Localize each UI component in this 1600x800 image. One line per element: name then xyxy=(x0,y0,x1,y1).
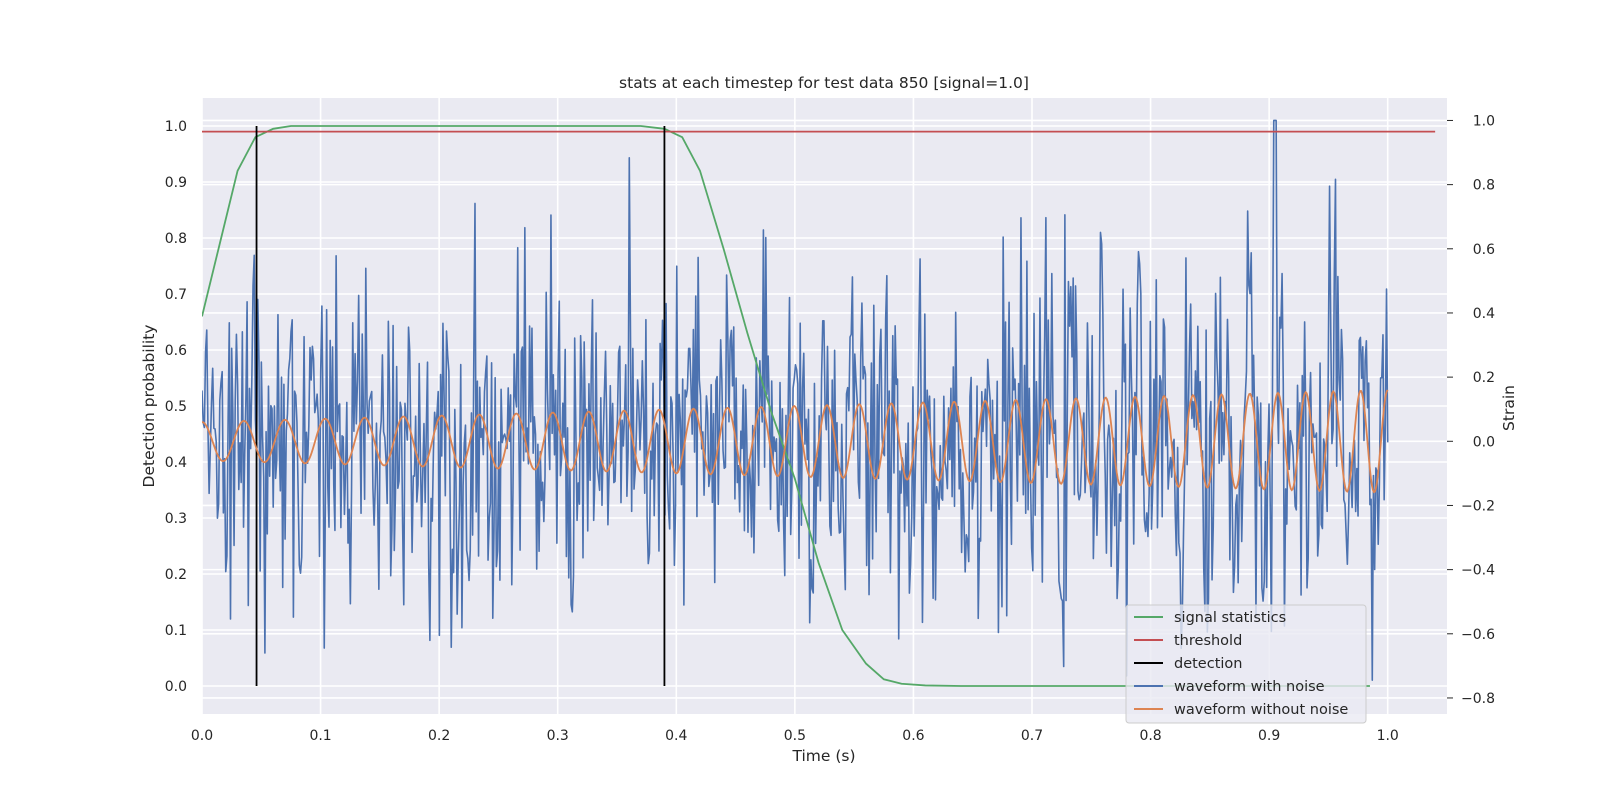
right-y-tick-label: 0.2 xyxy=(1473,370,1495,386)
left-y-tick-label: 1.0 xyxy=(165,119,187,135)
x-tick-label: 1.0 xyxy=(1377,728,1399,744)
x-axis-ticks: 0.0 0.1 0.2 0.3 0.4 0.5 0.6 0.7 0.8 0.9 1.0 xyxy=(191,728,1399,744)
left-y-tick-label: 0.8 xyxy=(165,231,187,247)
legend-label-signal-statistics: signal statistics xyxy=(1174,610,1286,626)
legend-label-detection: detection xyxy=(1174,656,1242,672)
left-y-tick-label: 0.3 xyxy=(165,511,187,527)
left-y-tick-label: 0.1 xyxy=(165,623,187,639)
series-waveform-without-noise xyxy=(202,389,1389,494)
x-tick-label: 0.5 xyxy=(784,728,806,744)
legend-label-threshold: threshold xyxy=(1174,633,1242,649)
right-y-tick-label: 1.0 xyxy=(1473,113,1495,129)
chart-title: stats at each timestep for test data 850… xyxy=(619,74,1029,92)
right-y-tick-label: −0.8 xyxy=(1461,691,1495,707)
right-y-tick-label: −0.2 xyxy=(1461,498,1495,514)
left-y-axis-ticks: 0.0 0.1 0.2 0.3 0.4 0.5 0.6 0.7 0.8 0.9 1.0 xyxy=(165,119,187,695)
right-y-tick-label: 0.6 xyxy=(1473,242,1495,258)
right-y-tick-label: 0.4 xyxy=(1473,306,1495,322)
left-y-tick-label: 0.9 xyxy=(165,175,187,191)
x-tick-label: 0.9 xyxy=(1258,728,1280,744)
series-waveform-with-noise xyxy=(202,119,1389,681)
x-tick-label: 0.7 xyxy=(1021,728,1043,744)
right-y-axis-ticks: −0.8 −0.6 −0.4 −0.2 0.0 0.2 0.4 0.6 0.8 1.0 xyxy=(1447,113,1495,707)
x-tick-label: 0.8 xyxy=(1139,728,1161,744)
right-y-tick-label: 0.0 xyxy=(1473,434,1495,450)
left-y-tick-label: 0.5 xyxy=(165,399,187,415)
left-y-tick-label: 0.0 xyxy=(165,679,187,695)
legend-label-waveform-with-noise: waveform with noise xyxy=(1174,679,1325,695)
series-signal-statistics xyxy=(202,125,1370,687)
legend-label-waveform-without-noise: waveform without noise xyxy=(1174,702,1348,718)
x-tick-label: 0.2 xyxy=(428,728,450,744)
x-axis-label: Time (s) xyxy=(791,747,855,765)
left-y-tick-label: 0.4 xyxy=(165,455,187,471)
x-tick-label: 0.4 xyxy=(665,728,687,744)
left-y-tick-label: 0.2 xyxy=(165,567,187,583)
x-tick-label: 0.0 xyxy=(191,728,213,744)
left-y-axis-label: Detection probability xyxy=(140,325,158,488)
left-y-tick-label: 0.7 xyxy=(165,287,187,303)
right-y-tick-label: −0.4 xyxy=(1461,563,1495,579)
x-tick-label: 0.3 xyxy=(547,728,569,744)
right-y-tick-label: 0.8 xyxy=(1473,178,1495,194)
x-tick-label: 0.6 xyxy=(902,728,924,744)
legend: signal statistics threshold detection wa… xyxy=(1125,604,1367,724)
series-layer xyxy=(202,119,1436,687)
legend-frame xyxy=(1125,604,1367,724)
x-tick-label: 0.1 xyxy=(309,728,331,744)
right-y-axis-label: Strain xyxy=(1500,385,1518,431)
left-y-tick-label: 0.6 xyxy=(165,343,187,359)
right-y-tick-label: −0.6 xyxy=(1461,627,1495,643)
